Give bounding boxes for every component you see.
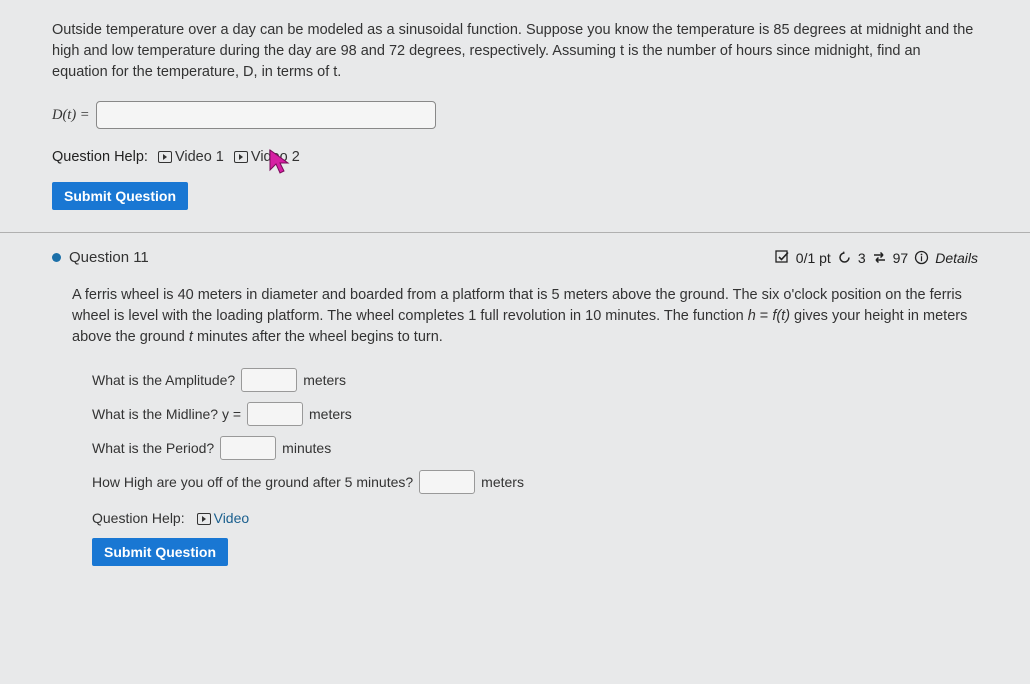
q11-video-label: Video	[214, 510, 250, 526]
q11-help-label: Question Help:	[92, 508, 185, 528]
period-input[interactable]	[220, 436, 276, 460]
q10-text: Outside temperature over a day can be mo…	[52, 20, 978, 83]
height-row: How High are you off of the ground after…	[92, 470, 978, 494]
q11-body: A ferris wheel is 40 meters in diameter …	[52, 285, 978, 566]
q11-text: A ferris wheel is 40 meters in diameter …	[72, 285, 978, 348]
q11-header: Question 11 0/1 pt 3 97 Details	[52, 233, 978, 279]
q11-fields: What is the Amplitude? meters What is th…	[72, 368, 978, 566]
q11-title: Question 11	[69, 247, 149, 269]
q10-video1-link[interactable]: Video 1	[158, 149, 228, 165]
retries-swap-icon	[872, 250, 887, 265]
midline-input[interactable]	[247, 402, 303, 426]
midline-label: What is the Midline? y =	[92, 404, 241, 424]
q11-header-left: Question 11	[52, 247, 149, 269]
q10-video2-label: Video 2	[251, 149, 300, 165]
q10-equation-row: D(t) =	[52, 101, 978, 129]
amplitude-unit: meters	[303, 370, 346, 390]
q11-help-row: Question Help: Video	[92, 508, 978, 528]
q11-video-link[interactable]: Video	[197, 508, 250, 528]
q10-submit-button[interactable]: Submit Question	[52, 182, 188, 210]
midline-unit: meters	[309, 404, 352, 424]
q10-eq-label: D(t) =	[52, 105, 90, 126]
q10-video1-label: Video 1	[175, 149, 224, 165]
height-input[interactable]	[419, 470, 475, 494]
q10-video2-link[interactable]: Video 2	[234, 149, 300, 165]
q11-details-link[interactable]: Details	[935, 248, 978, 268]
period-unit: minutes	[282, 438, 331, 458]
height-label: How High are you off of the ground after…	[92, 472, 413, 492]
q10-help-label: Question Help:	[52, 149, 148, 165]
amplitude-row: What is the Amplitude? meters	[92, 368, 978, 392]
q11-attempts: 97	[893, 248, 909, 268]
bullet-icon	[52, 253, 61, 262]
q11-submit-button[interactable]: Submit Question	[92, 538, 228, 566]
midline-row: What is the Midline? y = meters	[92, 402, 978, 426]
checkbox-edit-icon	[775, 250, 790, 265]
amplitude-input[interactable]	[241, 368, 297, 392]
q11-retries: 3	[858, 248, 866, 268]
height-unit: meters	[481, 472, 524, 492]
q10-help-row: Question Help: Video 1 Video 2	[52, 147, 978, 168]
play-icon	[158, 151, 172, 163]
play-icon	[197, 513, 211, 525]
period-label: What is the Period?	[92, 438, 214, 458]
q10-answer-input[interactable]	[96, 101, 436, 129]
period-row: What is the Period? minutes	[92, 436, 978, 460]
amplitude-label: What is the Amplitude?	[92, 370, 235, 390]
retry-icon	[837, 250, 852, 265]
q11-header-right: 0/1 pt 3 97 Details	[775, 248, 978, 268]
info-icon[interactable]	[914, 250, 929, 265]
question-10-block: Outside temperature over a day can be mo…	[52, 20, 978, 232]
play-icon	[234, 151, 248, 163]
q11-score: 0/1 pt	[796, 248, 831, 268]
